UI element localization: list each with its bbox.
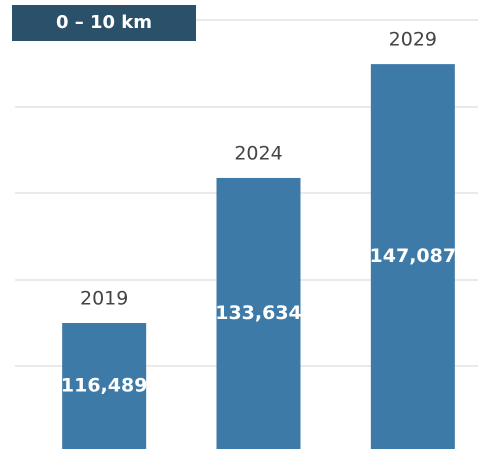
category-label: 2019 <box>80 288 128 310</box>
title-box <box>12 5 196 41</box>
bar <box>370 64 455 449</box>
category-label: 2029 <box>389 29 437 51</box>
category-label: 2024 <box>234 142 282 164</box>
value-label: 147,087 <box>370 245 457 267</box>
value-label: 116,489 <box>61 375 148 397</box>
chart-title: 0 – 10 km <box>56 12 152 33</box>
bar <box>62 323 147 449</box>
bar <box>216 177 301 449</box>
value-label: 133,634 <box>215 302 302 324</box>
